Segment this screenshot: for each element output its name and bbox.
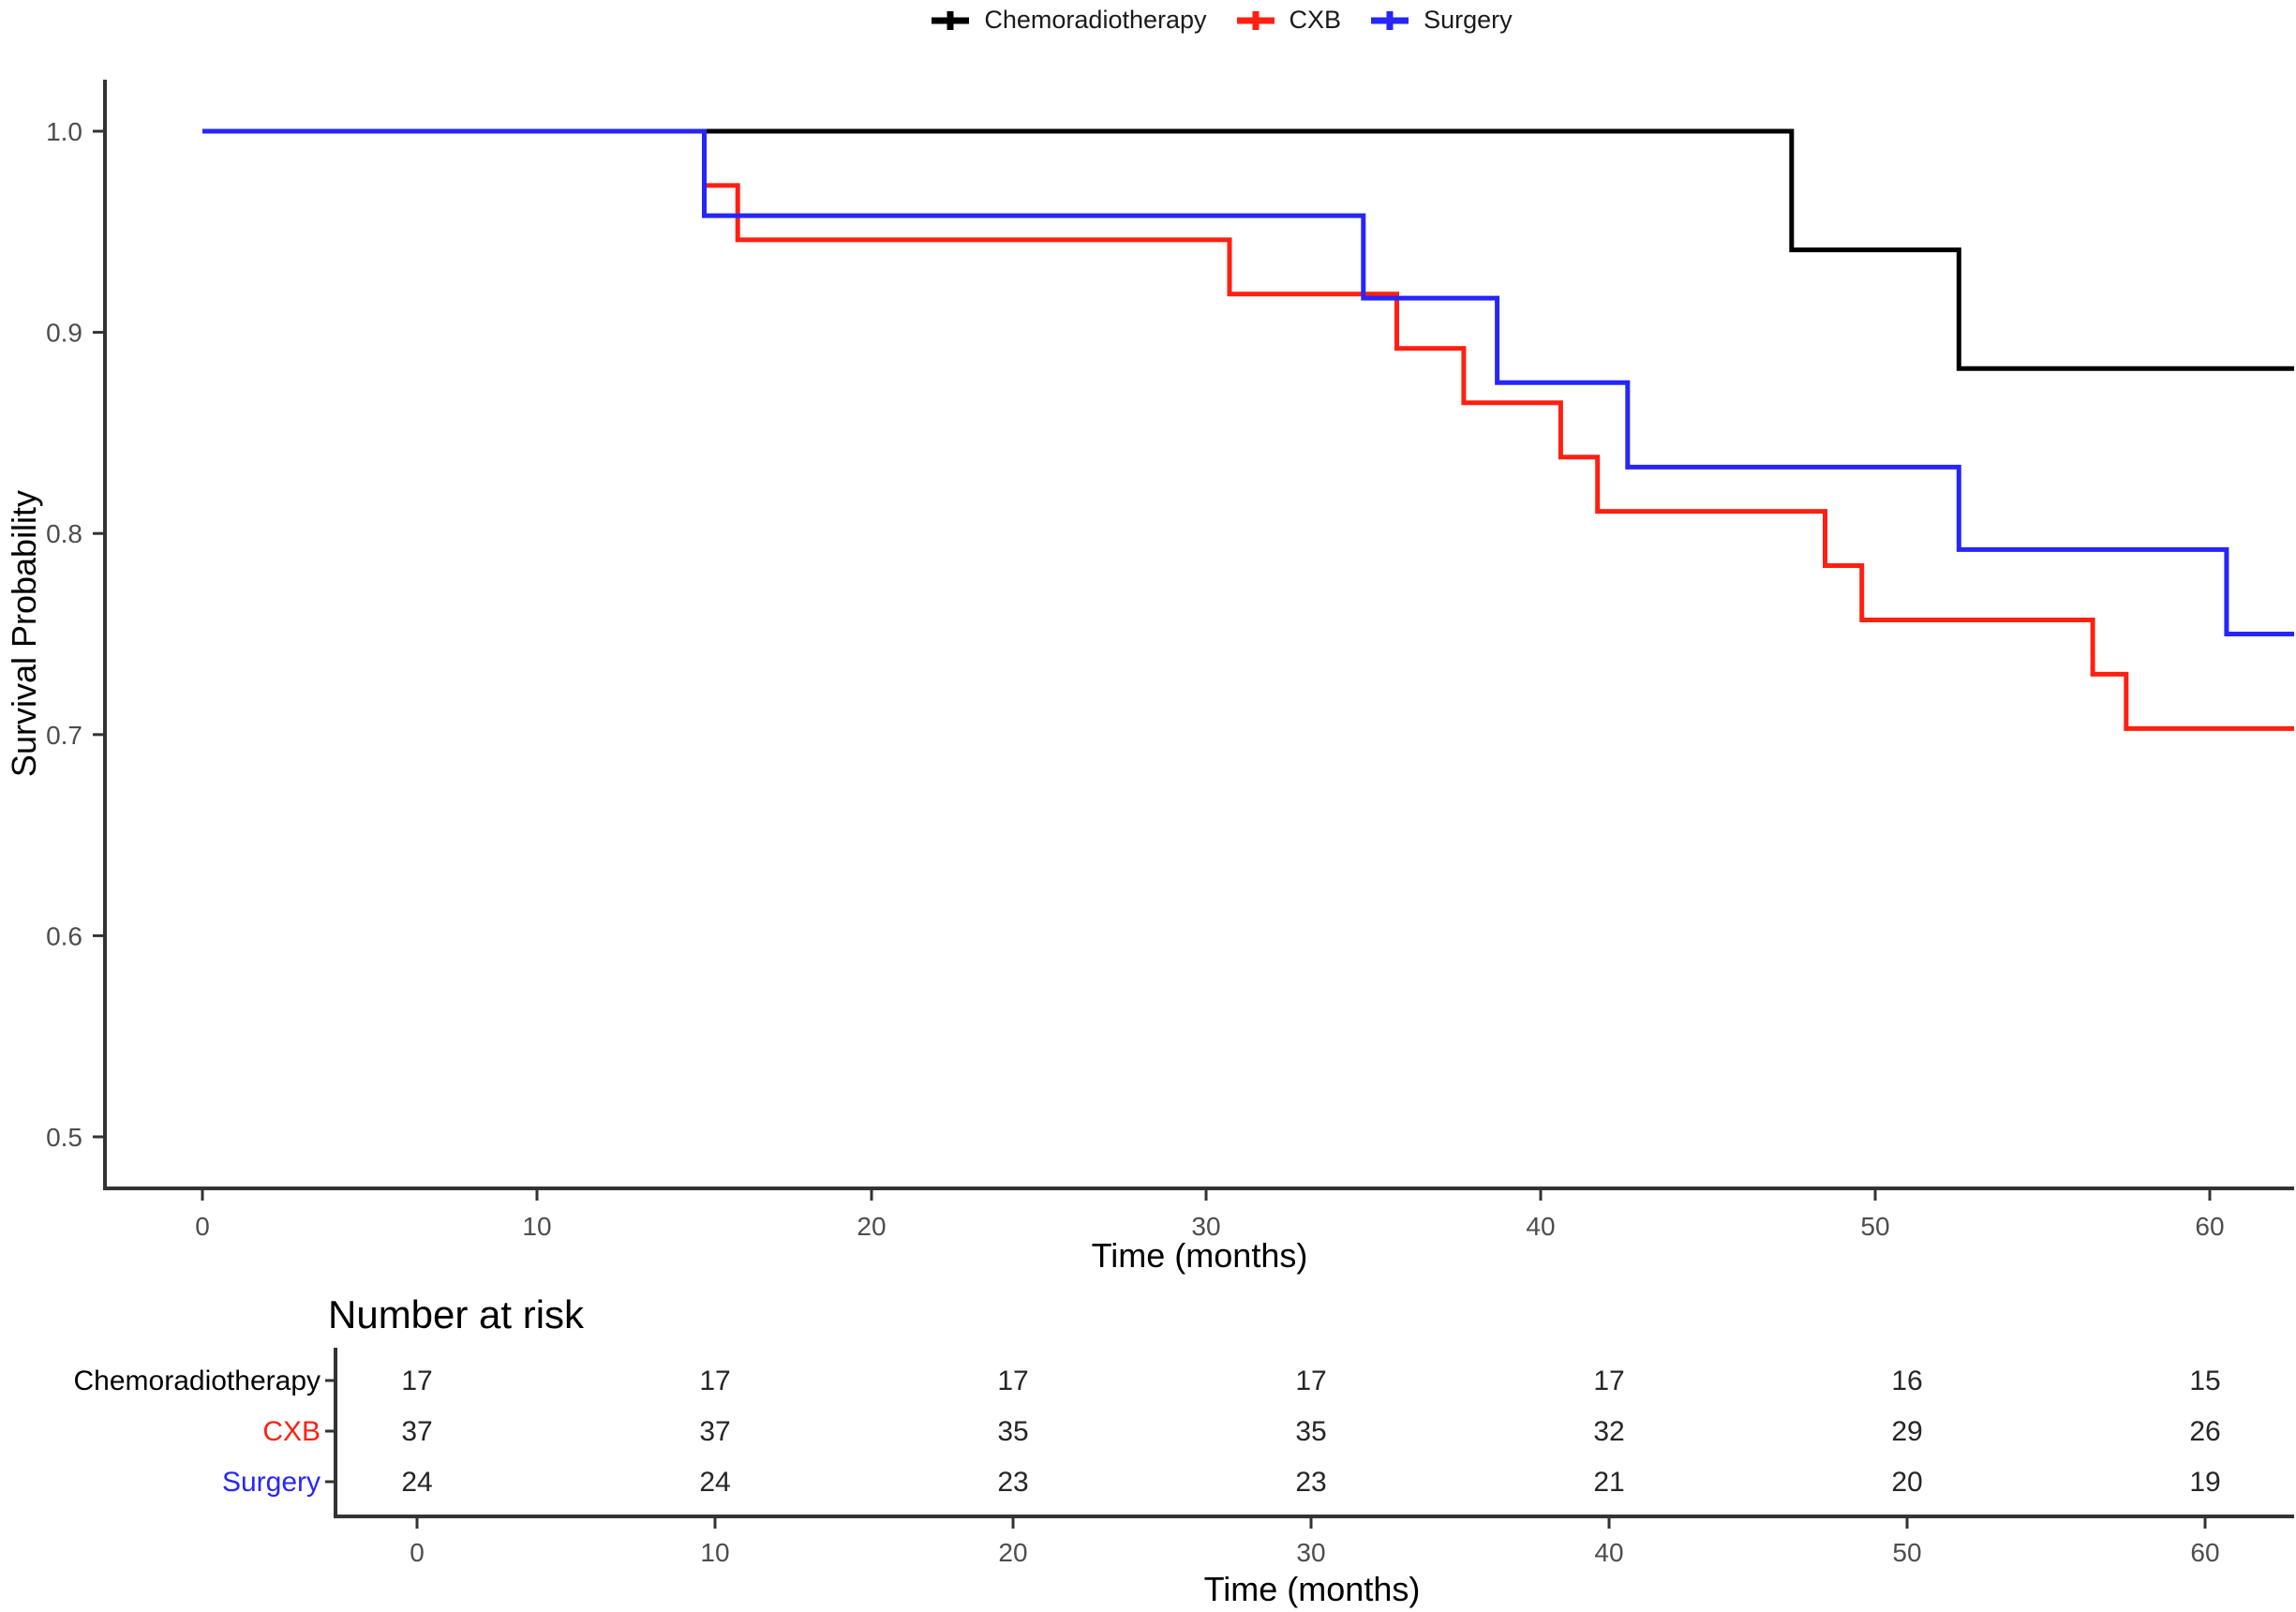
risk-value: 35: [1295, 1416, 1326, 1447]
x-tick-label: 0: [195, 1212, 210, 1241]
y-tick-label: 0.7: [46, 721, 82, 750]
risk-x-tick-label: 0: [410, 1538, 425, 1567]
risk-row-label: Chemoradiotherapy: [74, 1366, 321, 1396]
risk-value: 23: [997, 1467, 1028, 1498]
risk-x-tick-label: 40: [1594, 1538, 1623, 1567]
series-lines: [202, 128, 2294, 731]
risk-value: 17: [699, 1366, 730, 1396]
risk-value: 17: [997, 1366, 1028, 1396]
main-axes: 0.5 0.6 0.7 0.8 0.9 1.0 0 10 20 30 40 50 60: [46, 80, 2294, 1241]
x-tick-label: 10: [522, 1212, 551, 1241]
risk-value: 24: [401, 1467, 432, 1498]
x-tick-label: 20: [857, 1212, 886, 1241]
risk-x-tick-label: 10: [700, 1538, 729, 1567]
risk-x-tick-label: 20: [998, 1538, 1027, 1567]
risk-value: 26: [2189, 1416, 2220, 1447]
y-tick-label: 0.8: [46, 519, 82, 548]
risk-table: Chemoradiotherapy 17 17 17 17 17 16 15 CXB 37 37 35…: [74, 1348, 2294, 1608]
series-surgery: [202, 128, 2294, 636]
risk-row-label: Surgery: [222, 1467, 321, 1498]
risk-value: 17: [401, 1366, 432, 1396]
risk-value: 24: [699, 1467, 730, 1498]
risk-table-title: Number at risk: [328, 1292, 585, 1336]
y-tick-label: 1.0: [46, 117, 82, 146]
y-tick-label: 0.6: [46, 921, 82, 950]
risk-value: 15: [2189, 1366, 2220, 1396]
risk-value: 37: [699, 1416, 730, 1447]
risk-x-tick-label: 60: [2190, 1538, 2219, 1567]
x-tick-label: 60: [2195, 1212, 2224, 1241]
series-cxb: [202, 128, 2294, 731]
risk-x-tick-label: 30: [1296, 1538, 1325, 1567]
risk-value: 32: [1593, 1416, 1624, 1447]
risk-value: 19: [2189, 1467, 2220, 1498]
x-tick-label: 50: [1860, 1212, 1889, 1241]
risk-x-tick-label: 50: [1892, 1538, 1921, 1567]
risk-value: 16: [1891, 1366, 1922, 1396]
y-tick-label: 0.5: [46, 1123, 82, 1152]
risk-value: 20: [1891, 1467, 1922, 1498]
x-axis-title: Time (months): [1092, 1236, 1308, 1275]
risk-row-label: CXB: [262, 1416, 321, 1447]
series-chemoradiotherapy: [202, 128, 2294, 371]
risk-value: 17: [1295, 1366, 1326, 1396]
x-tick-label: 40: [1526, 1212, 1555, 1241]
risk-value: 35: [997, 1416, 1028, 1447]
risk-x-axis-title: Time (months): [1204, 1570, 1421, 1608]
risk-value: 37: [401, 1416, 432, 1447]
y-axis-title: Survival Probability: [5, 490, 43, 777]
risk-value: 29: [1891, 1416, 1922, 1447]
risk-value: 21: [1593, 1467, 1624, 1498]
x-tick-label: 30: [1191, 1212, 1220, 1241]
y-tick-label: 0.9: [46, 319, 82, 348]
risk-value: 23: [1295, 1467, 1326, 1498]
risk-value: 17: [1593, 1366, 1624, 1396]
